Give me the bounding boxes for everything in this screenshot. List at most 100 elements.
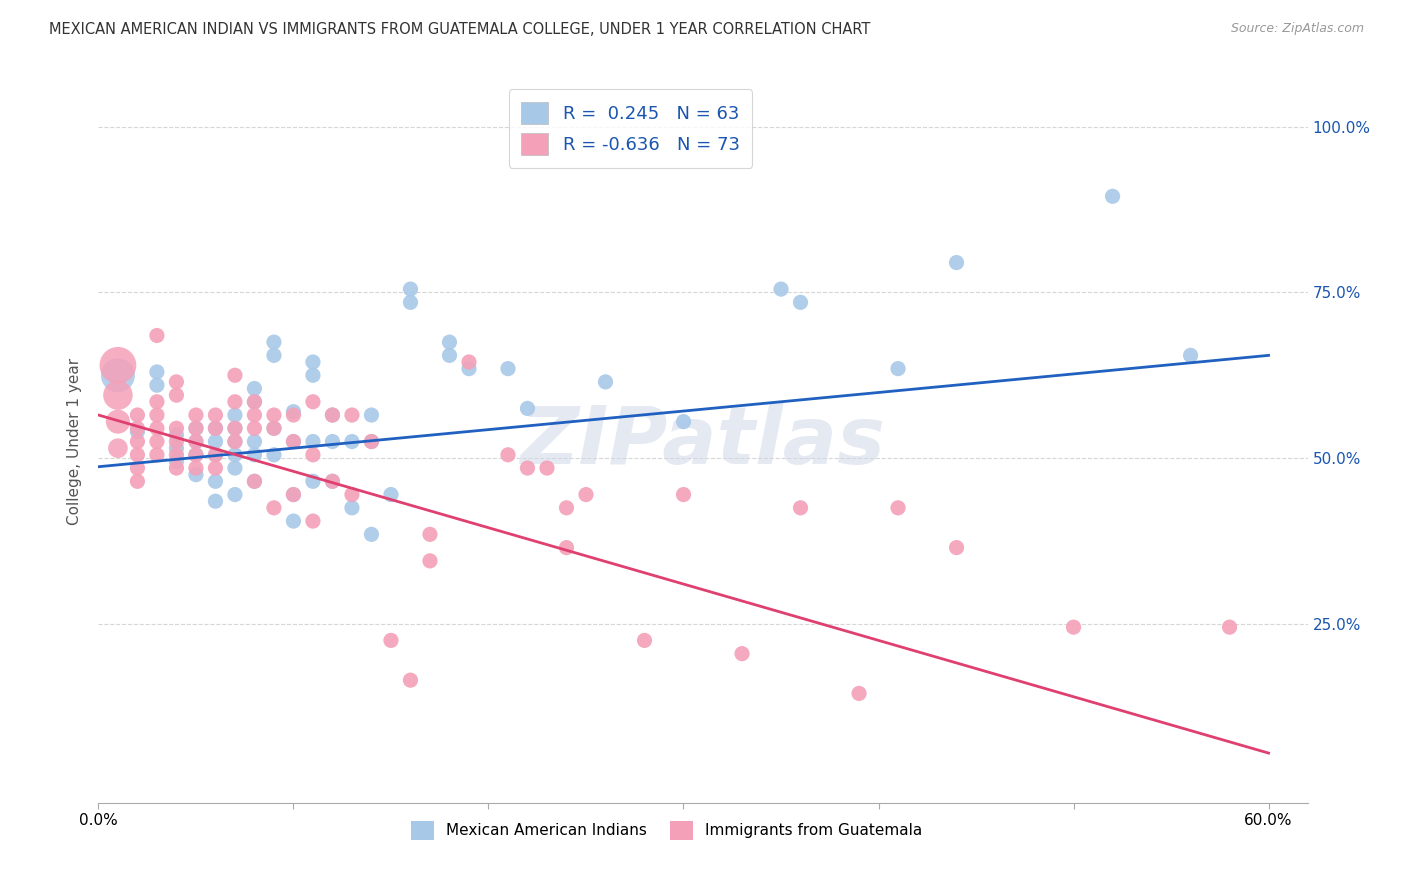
Point [263,421,285,435]
Point [283,408,305,422]
Point [204,494,226,508]
Point [107,415,129,429]
Point [789,500,811,515]
Point [243,421,266,435]
Point [204,461,226,475]
Point [224,408,246,422]
Point [184,461,207,475]
Point [536,461,558,475]
Point [360,527,382,541]
Point [302,368,325,383]
Point [302,434,325,449]
Legend: Mexican American Indians, Immigrants from Guatemala: Mexican American Indians, Immigrants fro… [405,815,928,846]
Point [165,421,187,435]
Point [127,475,149,489]
Point [184,448,207,462]
Point [165,441,187,455]
Point [283,514,305,528]
Point [283,434,305,449]
Point [243,394,266,409]
Point [127,448,149,462]
Point [789,295,811,310]
Point [283,487,305,501]
Point [555,500,578,515]
Point [263,500,285,515]
Point [224,421,246,435]
Point [321,408,343,422]
Point [184,434,207,449]
Point [243,448,266,462]
Point [127,434,149,449]
Point [165,428,187,442]
Point [516,461,538,475]
Point [224,434,246,449]
Point [419,554,441,568]
Point [399,295,422,310]
Point [224,394,246,409]
Point [1219,620,1241,634]
Point [340,500,363,515]
Point [165,375,187,389]
Point [127,461,149,475]
Point [146,365,169,379]
Point [184,434,207,449]
Point [360,434,382,449]
Point [302,394,325,409]
Point [496,361,519,376]
Point [204,408,226,422]
Point [887,500,910,515]
Point [340,408,363,422]
Point [127,425,149,439]
Point [165,434,187,449]
Point [146,448,169,462]
Point [496,448,519,462]
Point [243,434,266,449]
Point [321,434,343,449]
Point [263,335,285,350]
Point [107,368,129,383]
Point [165,448,187,462]
Point [340,434,363,449]
Point [595,375,617,389]
Point [184,448,207,462]
Point [458,361,481,376]
Point [184,467,207,482]
Point [945,541,967,555]
Point [127,408,149,422]
Point [146,408,169,422]
Point [243,475,266,489]
Point [146,434,169,449]
Point [107,359,129,373]
Point [243,382,266,396]
Point [340,487,363,501]
Point [302,514,325,528]
Point [439,348,461,362]
Point [302,355,325,369]
Point [1063,620,1085,634]
Point [204,448,226,462]
Point [283,405,305,419]
Point [204,448,226,462]
Point [731,647,754,661]
Point [516,401,538,416]
Point [458,355,481,369]
Point [224,368,246,383]
Point [1180,348,1202,362]
Point [204,475,226,489]
Text: Source: ZipAtlas.com: Source: ZipAtlas.com [1230,22,1364,36]
Point [165,461,187,475]
Point [399,673,422,688]
Point [243,408,266,422]
Point [107,388,129,402]
Point [283,487,305,501]
Text: ZIPatlas: ZIPatlas [520,402,886,481]
Text: MEXICAN AMERICAN INDIAN VS IMMIGRANTS FROM GUATEMALA COLLEGE, UNDER 1 YEAR CORRE: MEXICAN AMERICAN INDIAN VS IMMIGRANTS FR… [49,22,870,37]
Point [224,461,246,475]
Point [107,441,129,455]
Point [945,255,967,269]
Point [184,421,207,435]
Point [184,421,207,435]
Point [224,448,246,462]
Point [283,434,305,449]
Point [672,415,695,429]
